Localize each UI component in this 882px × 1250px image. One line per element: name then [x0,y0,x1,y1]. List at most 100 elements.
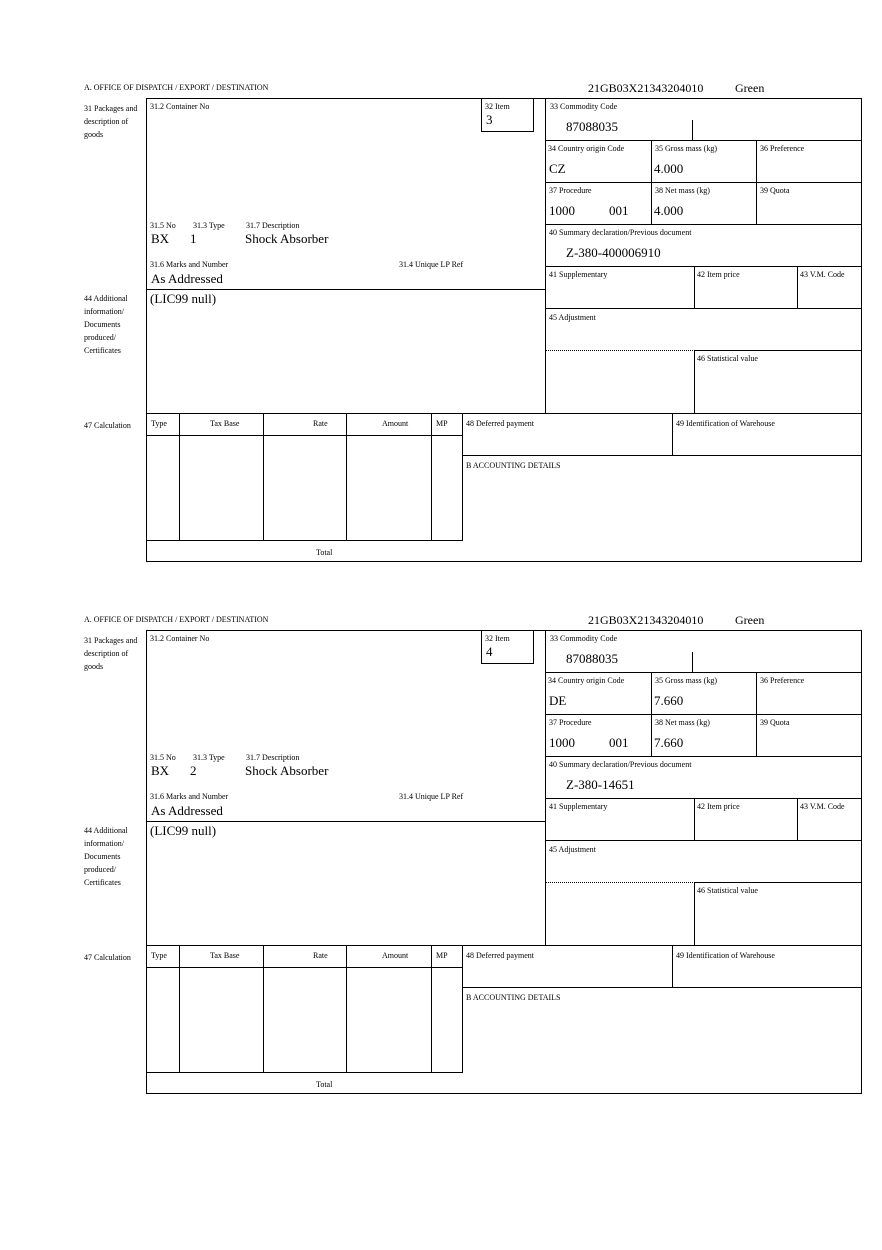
box-32 [481,630,534,664]
statistical-value-label: 46 Statistical value [697,354,758,363]
total-label: Total [316,1080,333,1089]
col-amount: Amount [382,951,409,960]
warehouse-label: 49 Identification of Warehouse [676,419,775,428]
col-amount: Amount [382,419,409,428]
box-31-label: 31 Packages and description of goods [84,636,138,671]
statistical-value-label: 46 Statistical value [697,886,758,895]
net-mass: 4.000 [654,203,684,218]
description-label: 31.7 Description [246,221,300,230]
package-kind: BX [151,763,170,778]
item-form: A. OFFICE OF DISPATCH / EXPORT / DESTINA… [0,80,882,562]
package-count: 2 [190,763,197,778]
procedure-additional: 001 [609,735,629,750]
additional-info: (LIC99 null) [150,823,217,838]
gross-mass: 4.000 [654,161,684,176]
col-mp: MP [436,419,448,428]
adjustment-label: 45 Adjustment [549,313,596,322]
net-mass: 7.660 [654,735,684,750]
right-section [545,630,862,946]
previous-document-label: 40 Summary declaration/Previous document [549,228,692,237]
marks-label: 31.6 Marks and Number [150,260,229,269]
box-32 [481,98,534,132]
accounting-details-label: B ACCOUNTING DETAILS [466,461,561,470]
col-rate: Rate [313,951,328,960]
item-price-label: 42 Item price [697,802,740,811]
country-origin: DE [549,693,567,708]
office-heading: A. OFFICE OF DISPATCH / EXPORT / DESTINA… [84,83,269,92]
additional-info: (LIC99 null) [150,291,217,306]
reference-number: 21GB03X21343204010 [588,81,704,95]
right-section [545,98,862,414]
package-kind: BX [151,231,170,246]
col-tax-base: Tax Base [210,951,240,960]
accounting-details-label: B ACCOUNTING DETAILS [466,993,561,1002]
country-origin-label: 34 Country origin Code [548,676,625,685]
vm-code-label: 43 V.M. Code [800,270,845,279]
box-47-label: 47 Calculation [84,421,131,430]
box-44 [146,821,546,946]
procedure-label: 37 Procedure [549,186,592,195]
commodity-code: 87088035 [566,651,618,666]
vm-code-label: 43 V.M. Code [800,802,845,811]
net-mass-label: 38 Net mass (kg) [655,186,710,195]
warehouse-label: 49 Identification of Warehouse [676,951,775,960]
country-origin-label: 34 Country origin Code [548,144,625,153]
item-number: 3 [486,112,493,127]
route-colour: Green [735,81,765,95]
unique-lp-label: 31.4 Unique LP Ref [399,260,464,269]
supplementary-label: 41 Supplementary [549,270,608,279]
gross-mass-label: 35 Gross mass (kg) [655,676,717,685]
previous-document-label: 40 Summary declaration/Previous document [549,760,692,769]
col-rate: Rate [313,419,328,428]
total-label: Total [316,548,333,557]
commodity-code-label: 33 Commodity Code [550,102,618,111]
route-colour: Green [735,613,765,627]
box-44-label: 44 Additional information/ Documents pro… [84,826,128,887]
gross-mass: 7.660 [654,693,684,708]
marks-value: As Addressed [151,271,223,286]
quota-label: 39 Quota [760,718,790,727]
procedure-code: 1000 [549,203,575,218]
no-label: 31.5 No [150,221,176,230]
item-form: A. OFFICE OF DISPATCH / EXPORT / DESTINA… [0,612,882,1094]
goods-description: Shock Absorber [245,763,329,778]
calculation-section [146,945,862,1094]
box-31-label: 31 Packages and description of goods [84,104,138,139]
deferred-payment-label: 48 Deferred payment [466,951,534,960]
calculation-section [146,413,862,562]
package-count: 1 [190,231,197,246]
preference-label: 36 Preference [760,144,805,153]
col-type: Type [151,951,167,960]
item-label: 32 Item [485,102,510,111]
item-price-label: 42 Item price [697,270,740,279]
quota-label: 39 Quota [760,186,790,195]
col-type: Type [151,419,167,428]
container-no-label: 31.2 Container No [150,102,210,111]
office-heading: A. OFFICE OF DISPATCH / EXPORT / DESTINA… [84,615,269,624]
reference-number: 21GB03X21343204010 [588,613,704,627]
adjustment-label: 45 Adjustment [549,845,596,854]
previous-document: Z-380-14651 [566,777,635,792]
type-label: 31.3 Type [193,753,225,762]
col-tax-base: Tax Base [210,419,240,428]
net-mass-label: 38 Net mass (kg) [655,718,710,727]
supplementary-label: 41 Supplementary [549,802,608,811]
unique-lp-label: 31.4 Unique LP Ref [399,792,464,801]
marks-value: As Addressed [151,803,223,818]
box-44 [146,289,546,414]
deferred-payment-label: 48 Deferred payment [466,419,534,428]
no-label: 31.5 No [150,753,176,762]
previous-document: Z-380-400006910 [566,245,661,260]
description-label: 31.7 Description [246,753,300,762]
procedure-additional: 001 [609,203,629,218]
box-44-label: 44 Additional information/ Documents pro… [84,294,128,355]
gross-mass-label: 35 Gross mass (kg) [655,144,717,153]
procedure-label: 37 Procedure [549,718,592,727]
box-47-label: 47 Calculation [84,953,131,962]
container-no-label: 31.2 Container No [150,634,210,643]
type-label: 31.3 Type [193,221,225,230]
col-mp: MP [436,951,448,960]
preference-label: 36 Preference [760,676,805,685]
goods-description: Shock Absorber [245,231,329,246]
